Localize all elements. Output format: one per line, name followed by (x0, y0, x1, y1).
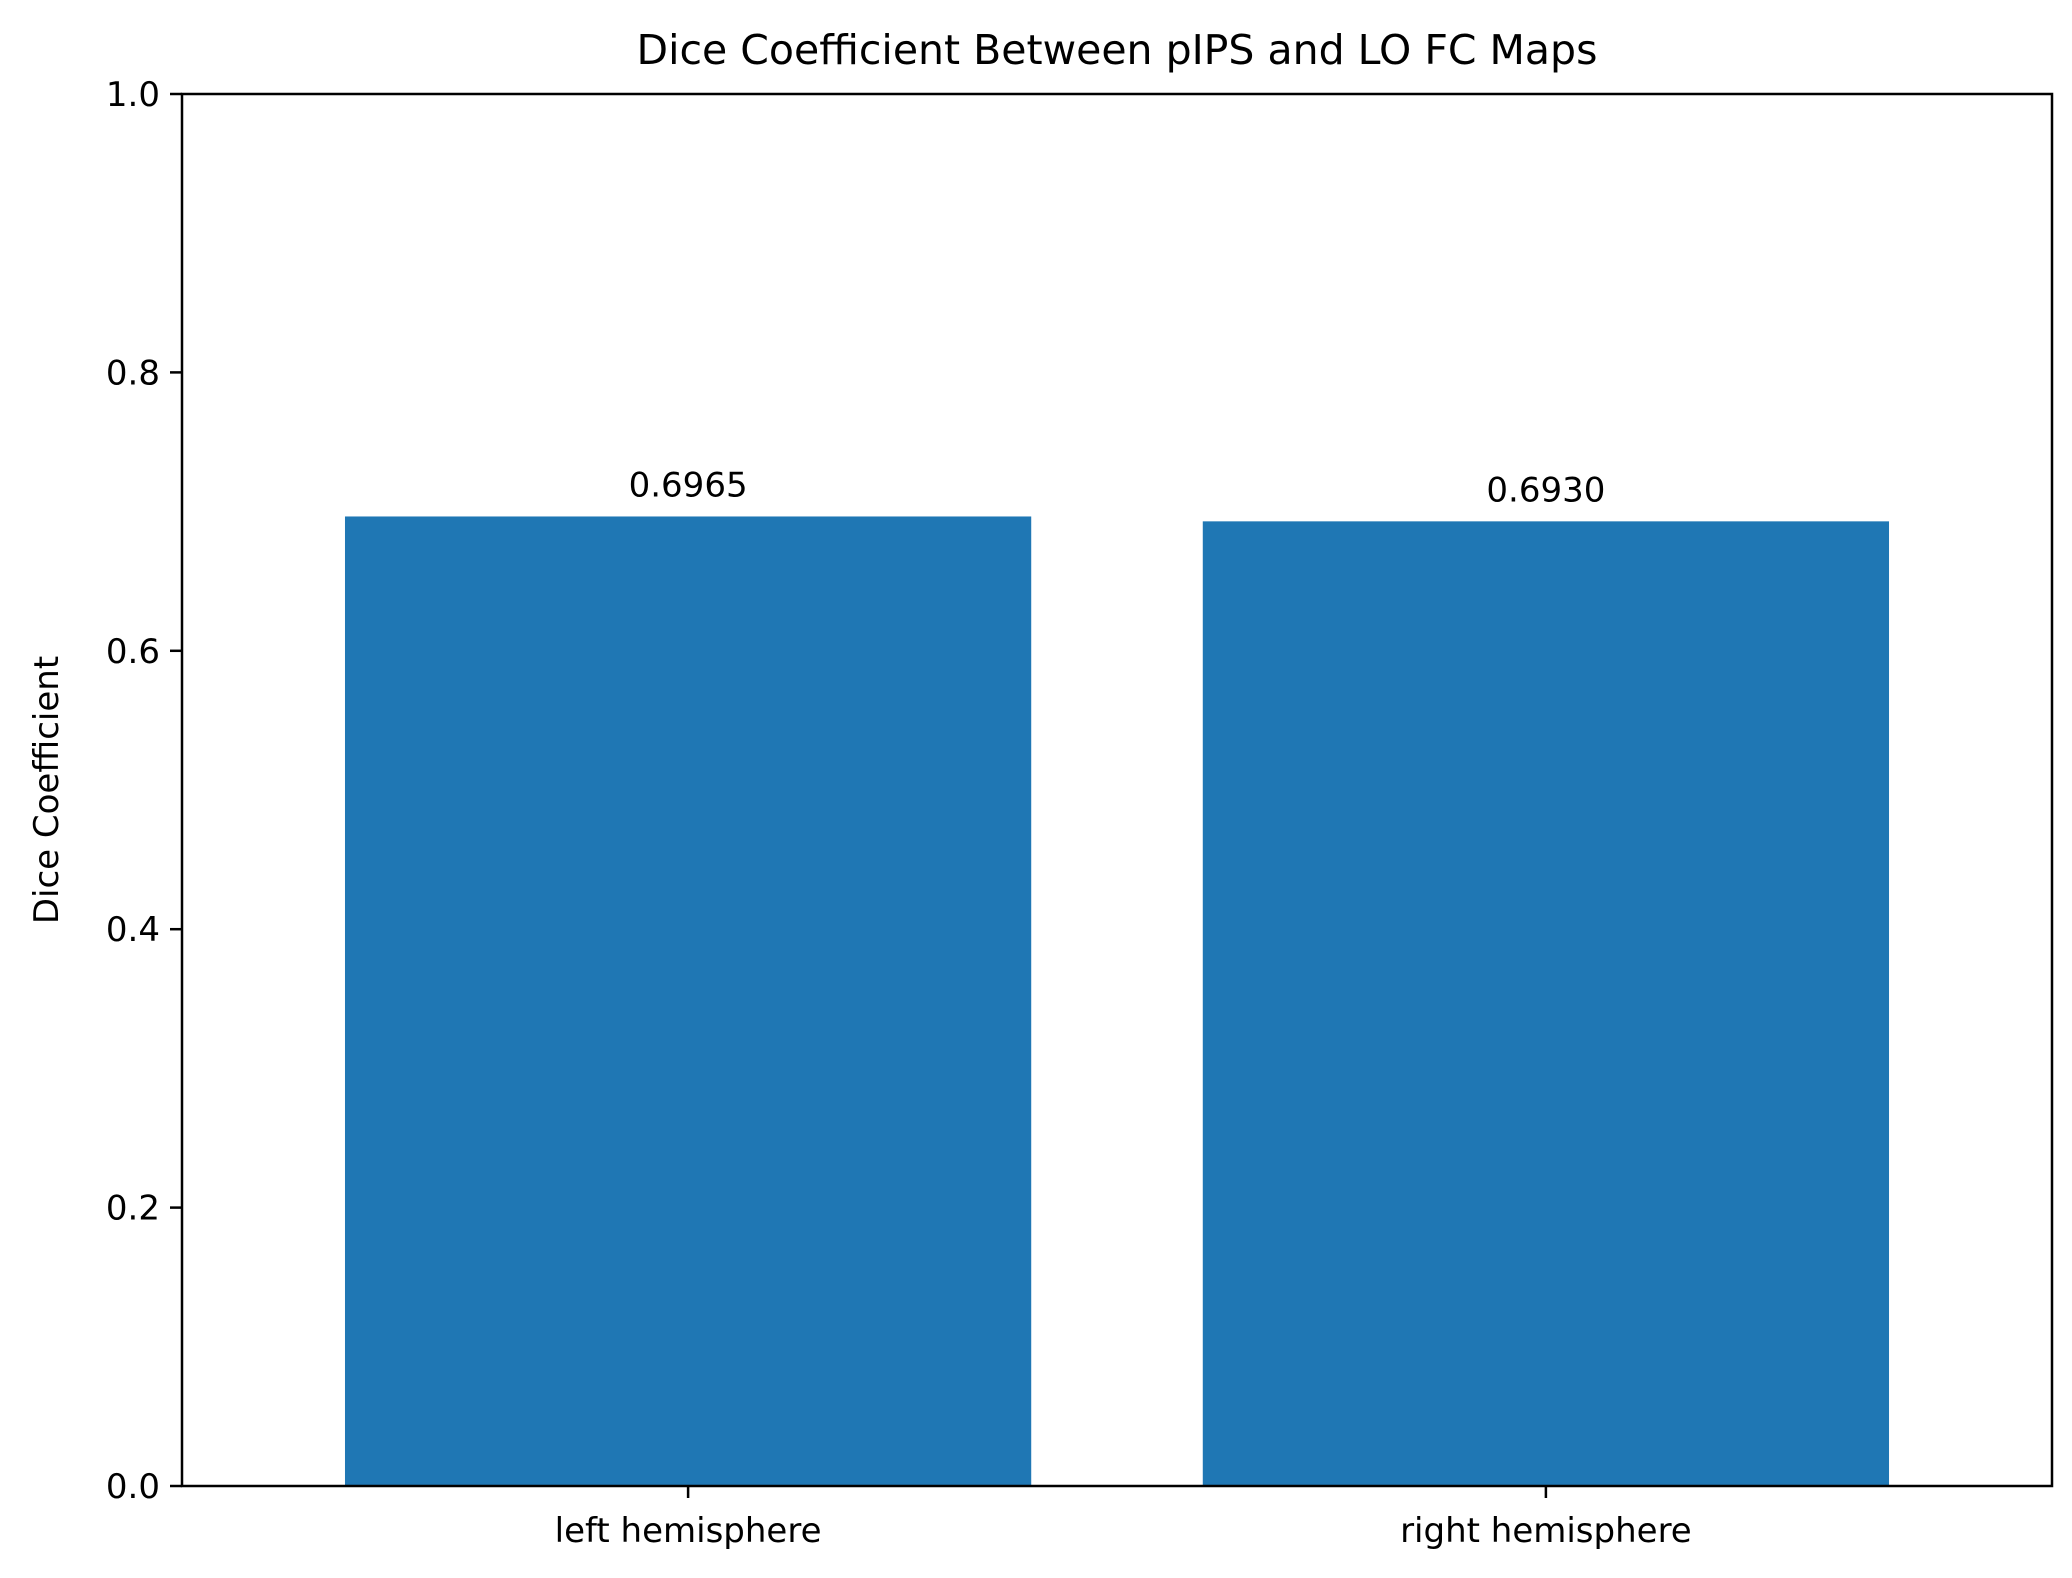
data-label-left-hemisphere: 0.6965 (629, 465, 748, 505)
y-tick-label: 0.4 (106, 910, 160, 950)
data-label-right-hemisphere: 0.6930 (1486, 470, 1605, 510)
chart-title: Dice Coefficient Between pIPS and LO FC … (637, 26, 1598, 74)
bar-left-hemisphere (344, 516, 1032, 1486)
y-axis-label: Dice Coefficient (27, 656, 67, 924)
y-tick-label: 1.0 (106, 75, 160, 115)
y-tick-label: 0.0 (106, 1467, 160, 1507)
y-tick-label: 0.6 (106, 632, 160, 672)
y-axis: 0.0 0.2 0.4 0.6 0.8 1.0 (106, 75, 182, 1507)
bars-group (344, 516, 1890, 1486)
data-labels-group: 0.6965 0.6930 (629, 465, 1606, 510)
bar-right-hemisphere (1202, 521, 1890, 1486)
x-axis: left hemisphere right hemisphere (555, 1486, 1692, 1551)
x-tick-label: left hemisphere (555, 1511, 822, 1551)
y-tick-label: 0.2 (106, 1189, 160, 1229)
plot-frame (180, 92, 2054, 1488)
y-tick-label: 0.8 (106, 353, 160, 393)
x-tick-label: right hemisphere (1400, 1511, 1692, 1551)
